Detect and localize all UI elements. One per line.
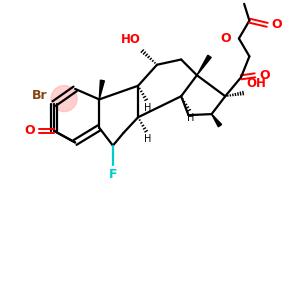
Text: H: H: [188, 113, 195, 123]
Text: F: F: [109, 169, 117, 182]
Text: HO: HO: [120, 33, 140, 46]
Text: O: O: [220, 32, 231, 45]
Text: OH: OH: [246, 77, 266, 90]
Polygon shape: [212, 114, 222, 127]
Text: Br: Br: [32, 89, 48, 102]
Polygon shape: [197, 55, 211, 75]
Circle shape: [51, 85, 77, 112]
Text: O: O: [25, 124, 35, 137]
Text: O: O: [259, 69, 270, 82]
Text: H: H: [144, 134, 152, 144]
Polygon shape: [99, 80, 104, 99]
Text: H: H: [144, 103, 152, 113]
Text: O: O: [271, 18, 282, 32]
